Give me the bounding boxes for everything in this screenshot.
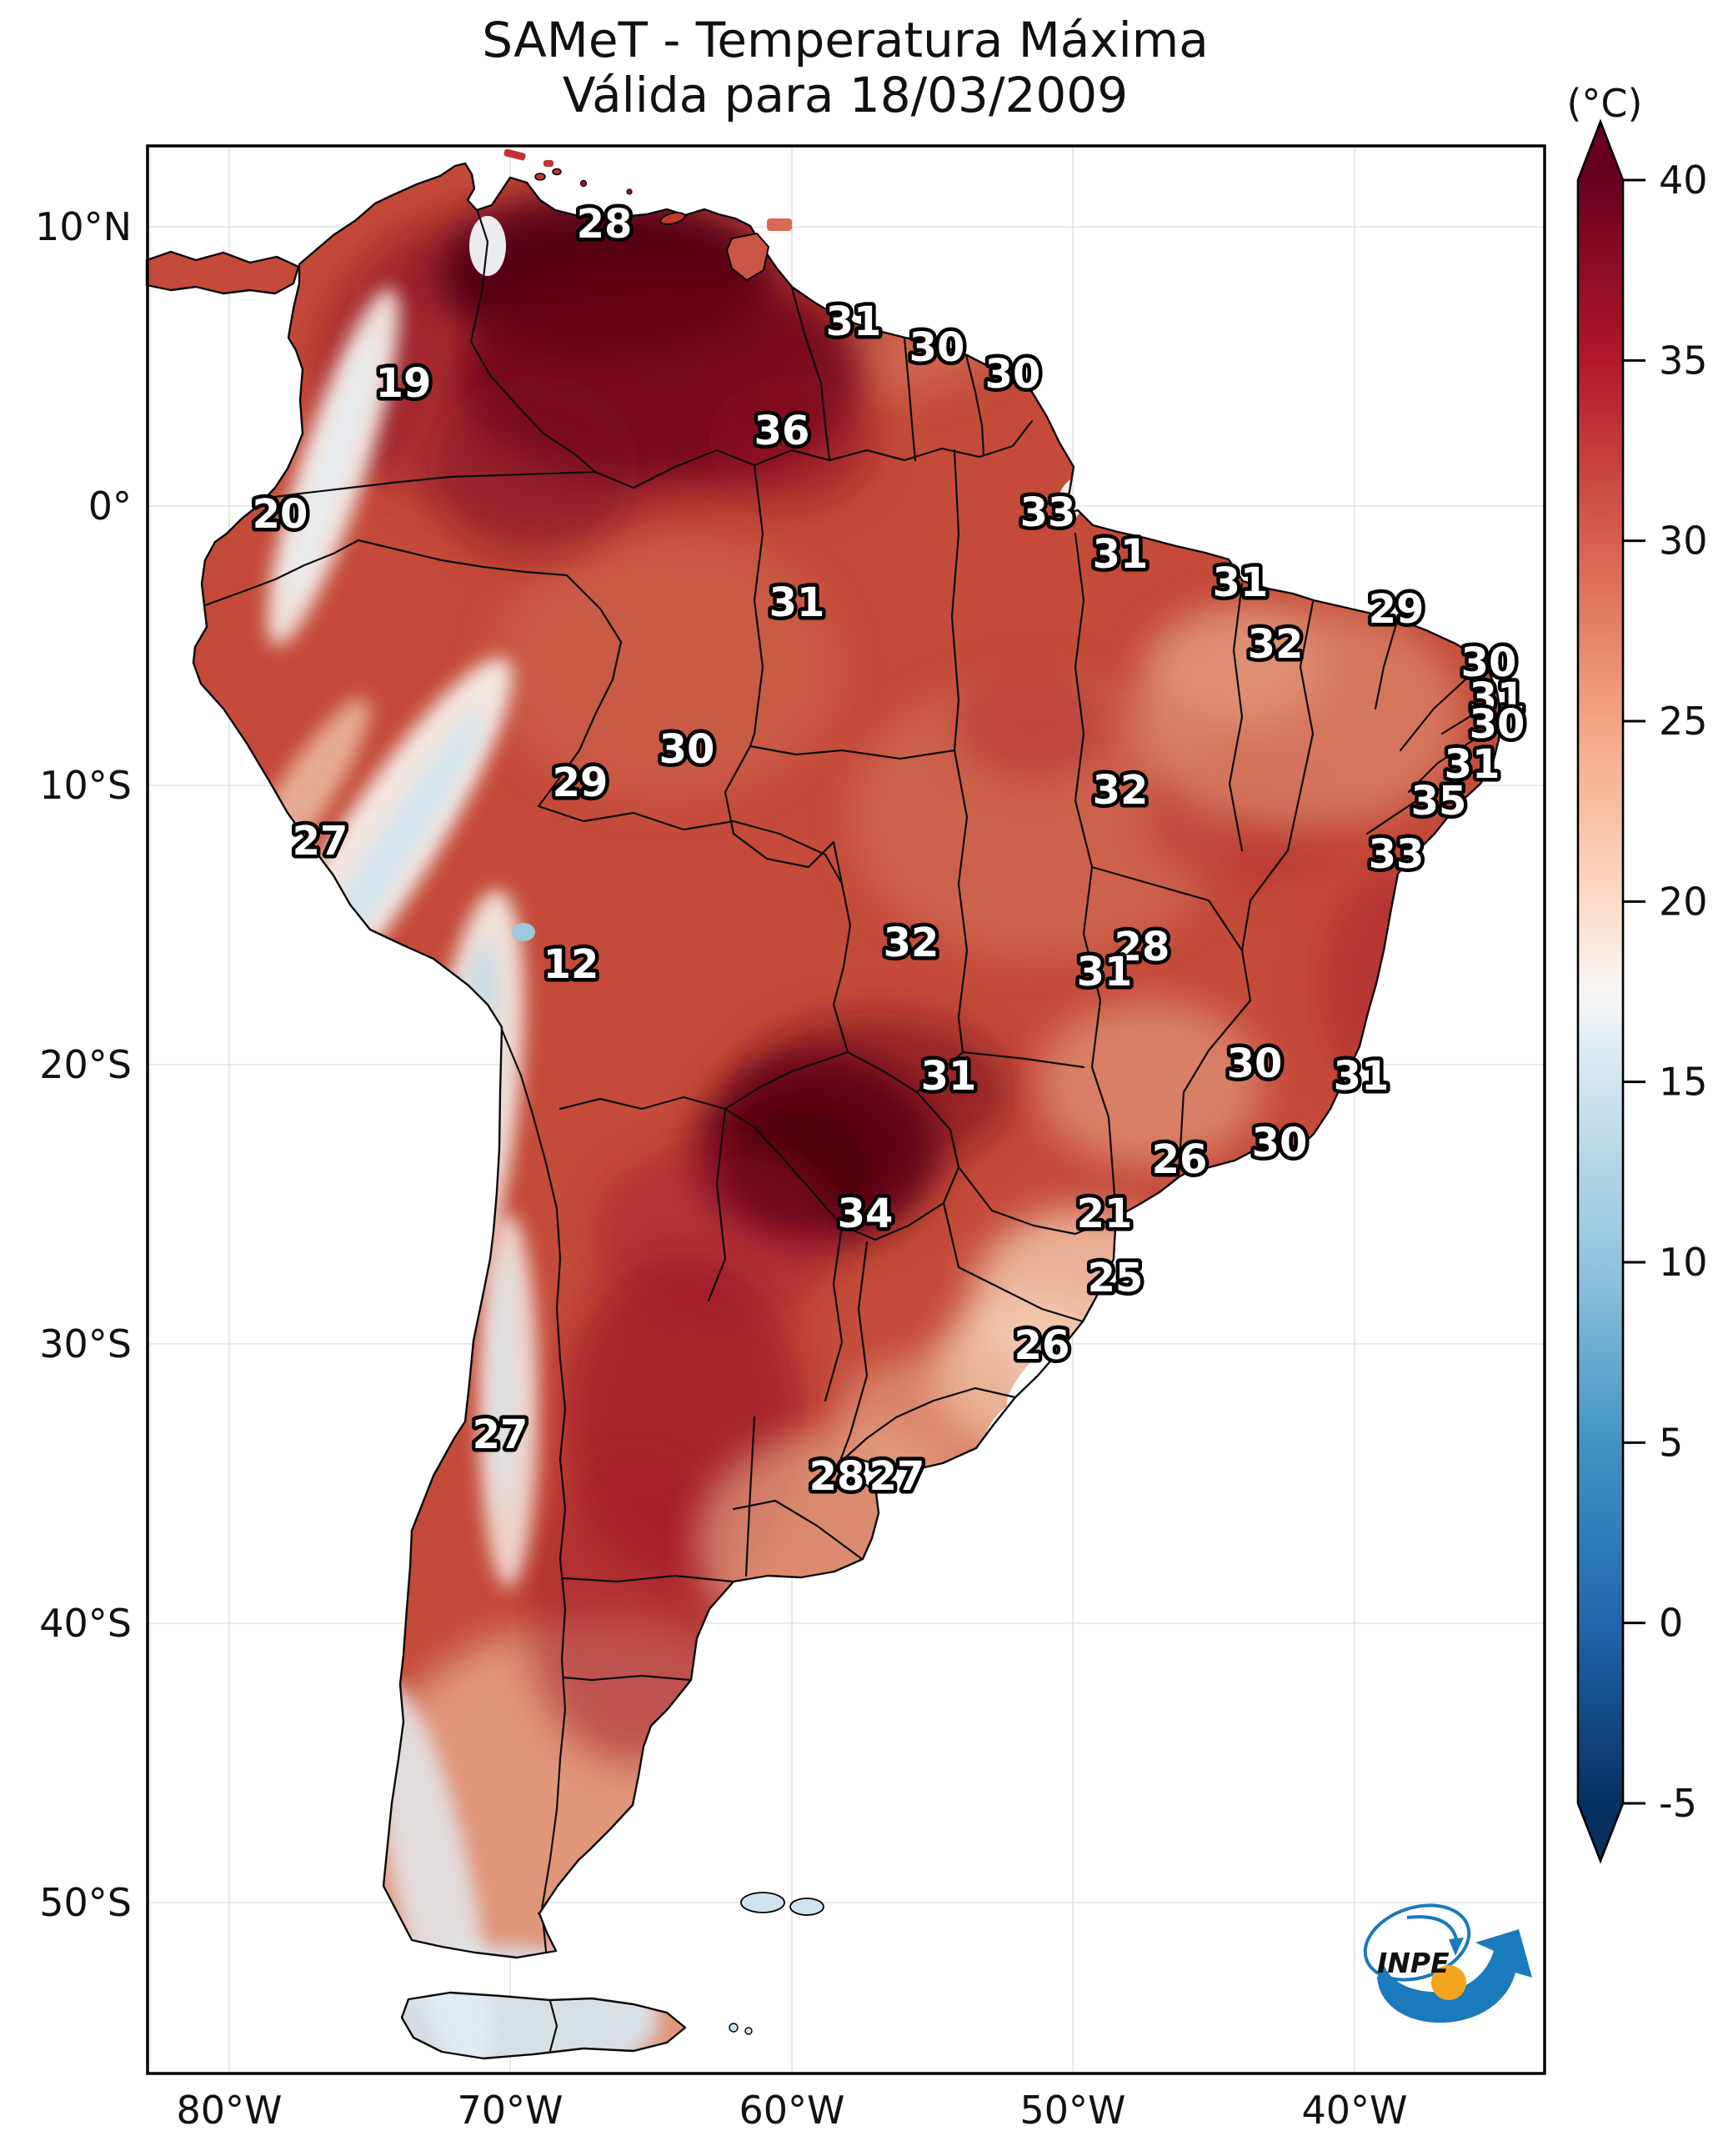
temperature-value-label: 30 xyxy=(1461,639,1517,686)
temperature-value-label: 35 xyxy=(1411,778,1467,825)
temperature-value-label: 27 xyxy=(293,818,348,865)
colorbar-tick-label: 0 xyxy=(1659,1601,1683,1646)
colorbar-tick-label: 15 xyxy=(1659,1060,1708,1105)
temperature-value-label: 33 xyxy=(1369,831,1425,878)
temperature-value-label: 31 xyxy=(826,298,882,345)
temperature-value-label: 19 xyxy=(376,360,432,407)
inpe-logo-text: INPE xyxy=(1377,1947,1450,1979)
temperature-value-label: 26 xyxy=(1152,1136,1208,1183)
longitude-tick-label: 40°W xyxy=(1301,2088,1407,2133)
colorbar-tick-label: -5 xyxy=(1659,1781,1697,1826)
latitude-tick-label: 0° xyxy=(88,484,132,529)
latitude-tick-label: 50°S xyxy=(39,1880,132,1925)
temperature-value-label: 32 xyxy=(884,920,939,966)
temperature-value-label: 30 xyxy=(909,324,965,371)
latitude-tick-label: 10°N xyxy=(35,204,132,249)
temperature-value-label: 29 xyxy=(553,760,609,806)
temperature-value-label: 33 xyxy=(1020,489,1076,536)
colorbar-ticks: 40 35 30 25 20 15 10 5 0 -5 xyxy=(1623,158,1708,1826)
temperature-value-label: 27 xyxy=(869,1453,925,1500)
colorbar-tick-label: 30 xyxy=(1659,519,1708,564)
colorbar-tick-label: 40 xyxy=(1659,158,1708,203)
temperature-value-label: 12 xyxy=(543,941,599,988)
longitude-tick-label: 70°W xyxy=(457,2088,563,2133)
temperature-value-label: 30 xyxy=(1252,1120,1308,1166)
figure-subtitle: Válida para 18/03/2009 xyxy=(563,67,1128,123)
temperature-value-label: 28 xyxy=(809,1453,865,1500)
temperature-value-label: 30 xyxy=(985,351,1041,398)
colorbar-gradient-bar xyxy=(1576,118,1625,1864)
temperature-value-label: 30 xyxy=(1470,701,1525,748)
temperature-value-label: 31 xyxy=(1213,559,1269,606)
temperature-value-label: 27 xyxy=(473,1411,528,1458)
temperature-value-label: 32 xyxy=(1248,621,1304,668)
trinidad-island xyxy=(726,233,769,282)
inpe-logo-swoosh-arrow xyxy=(1377,1929,1532,2023)
temperature-value-label: 31 xyxy=(921,1053,977,1100)
latitude-tick-label: 20°S xyxy=(39,1042,132,1087)
inpe-logo-inner-arrowhead xyxy=(1449,1938,1464,1956)
temperature-value-label: 31 xyxy=(1077,949,1133,995)
temperature-value-label: 31 xyxy=(1334,1053,1390,1100)
temperature-value-label: 31 xyxy=(1093,531,1149,578)
islands xyxy=(503,148,824,2035)
inpe-logo: INPE xyxy=(1363,1903,1532,2023)
temperature-value-label: 36 xyxy=(754,408,810,454)
temperature-value-label: 32 xyxy=(1093,767,1149,814)
temperature-value-label: 29 xyxy=(1369,586,1425,633)
temperature-value-label: 34 xyxy=(838,1191,894,1237)
latitude-axis: 10°N 0° 10°S 20°S 30°S 40°S 50°S xyxy=(35,204,132,1925)
colorbar-unit-label: (°C) xyxy=(1566,81,1642,126)
colorbar-tick-label: 5 xyxy=(1659,1420,1683,1465)
colorbar-tick-label: 35 xyxy=(1659,338,1708,383)
temperature-value-label: 28 xyxy=(577,201,633,248)
colorbar-tick-label: 10 xyxy=(1659,1240,1708,1285)
colorbar-tick-label: 20 xyxy=(1659,879,1708,924)
latitude-tick-label: 10°S xyxy=(39,763,132,808)
temperature-value-label: 31 xyxy=(1470,674,1525,721)
falkland-west xyxy=(740,1892,785,1913)
longitude-tick-label: 60°W xyxy=(739,2088,844,2133)
falkland-east xyxy=(789,1898,824,1916)
temperature-value-label: 31 xyxy=(769,579,825,626)
temperature-value-label: 28 xyxy=(1114,924,1170,970)
colorbar-tick-label: 25 xyxy=(1659,699,1708,744)
temperature-value-label: 21 xyxy=(1077,1191,1133,1237)
inpe-logo-orange-orb xyxy=(1431,1965,1466,2000)
latitude-tick-label: 40°S xyxy=(39,1601,132,1646)
temperature-value-label: 26 xyxy=(1014,1322,1070,1369)
longitude-tick-label: 50°W xyxy=(1019,2088,1125,2133)
temperature-value-label: 20 xyxy=(253,491,308,538)
latitude-tick-label: 30°S xyxy=(39,1321,132,1366)
map-frame xyxy=(146,144,1546,2075)
longitude-tick-label: 80°W xyxy=(176,2088,282,2133)
political-borders xyxy=(203,192,1498,2053)
inpe-logo-orbit-ring xyxy=(1363,1903,1471,1982)
temperature-value-label: 30 xyxy=(1227,1040,1283,1087)
inpe-logo-inner-arc xyxy=(1406,1915,1459,1943)
temperature-value-label: 25 xyxy=(1088,1255,1144,1301)
temperature-value-label: 31 xyxy=(1445,741,1500,788)
figure-title: SAMeT - Temperatura Máxima xyxy=(482,12,1209,68)
longitude-axis: 80°W 70°W 60°W 50°W 40°W xyxy=(176,2088,1407,2133)
colorbar: (°C) 40 35 30 25 20 15 10 5 0 -5 xyxy=(1566,81,1708,1864)
temperature-value-label: 30 xyxy=(659,726,715,773)
lake-titicaca xyxy=(512,923,535,941)
